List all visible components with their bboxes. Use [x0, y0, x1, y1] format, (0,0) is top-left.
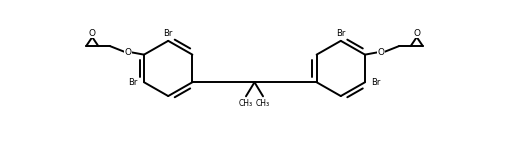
Text: CH₃: CH₃	[239, 99, 253, 108]
Text: Br: Br	[128, 78, 137, 87]
Text: O: O	[124, 48, 131, 57]
Text: CH₃: CH₃	[256, 99, 270, 108]
Text: Br: Br	[336, 29, 346, 38]
Text: O: O	[89, 29, 96, 38]
Text: Br: Br	[372, 78, 381, 87]
Text: O: O	[378, 48, 385, 57]
Text: O: O	[413, 29, 420, 38]
Text: Br: Br	[163, 29, 173, 38]
